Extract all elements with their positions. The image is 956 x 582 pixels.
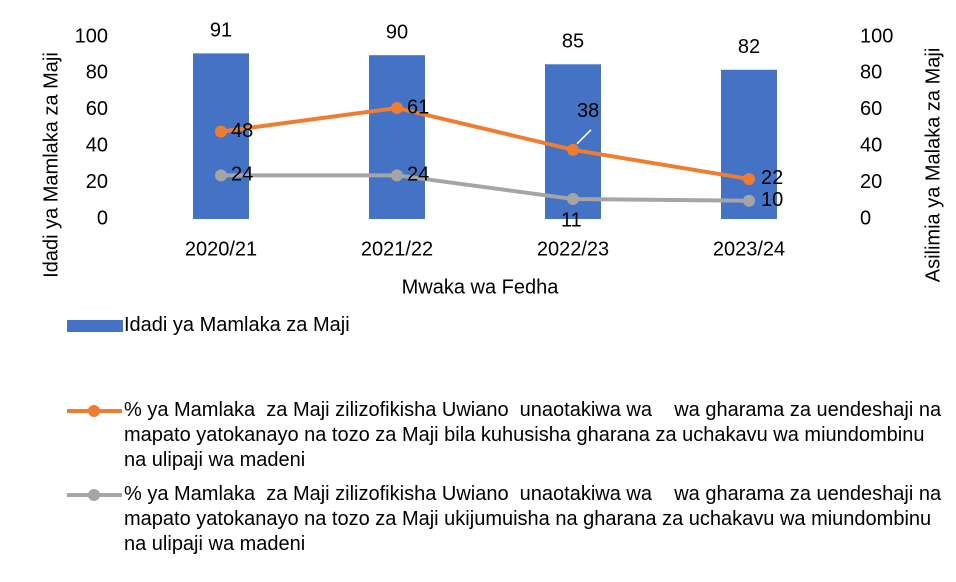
y-axis-title: Idadi ya Mamlaka za Maji <box>40 52 62 278</box>
line <box>221 173 750 203</box>
y-tick-label: 20 <box>86 171 108 193</box>
line-value-label: 24 <box>231 164 253 186</box>
legend-label: % ya Mamlaka za Maji zilizofikisha Uwian… <box>124 399 947 471</box>
line <box>220 105 750 181</box>
y-tick-label: 40 <box>86 134 108 156</box>
y2-tick-label: 60 <box>860 98 882 120</box>
x-axis-title: Mwaka wa Fedha <box>402 276 560 298</box>
line-value-label: 38 <box>577 100 599 122</box>
legend-label: % ya Mamlaka za Maji zilizofikisha Uwian… <box>124 483 947 555</box>
line-value-label: 24 <box>407 164 429 186</box>
line-marker <box>743 172 755 185</box>
line-value-label: 22 <box>761 167 783 189</box>
line-marker <box>391 101 403 114</box>
y2-tick-label: 20 <box>860 171 882 193</box>
line-value-label: 11 <box>561 209 582 231</box>
line-marker <box>567 143 579 156</box>
legend-label: Idadi ya Mamlaka za Maji <box>124 314 350 336</box>
y2-tick-label: 100 <box>860 25 893 47</box>
y2-axis-title: Asilimia ya Malaka za Maji <box>922 48 944 283</box>
x-tick-label: 2022/23 <box>537 238 609 260</box>
legend-swatch <box>67 320 123 332</box>
line-value-label: 48 <box>231 120 253 142</box>
bar-value-label: 91 <box>210 20 232 42</box>
line-value-label: 61 <box>407 96 429 118</box>
bar-value-label: 82 <box>738 36 760 58</box>
line-marker <box>215 125 227 138</box>
bar <box>721 69 777 219</box>
y-tick-label: 60 <box>86 98 108 120</box>
line-marker <box>567 192 579 205</box>
y-tick-label: 100 <box>75 25 108 47</box>
bar-value-label: 90 <box>386 21 408 43</box>
line-marker <box>215 169 227 182</box>
line-marker <box>391 169 403 182</box>
line-marker <box>743 194 755 207</box>
y2-tick-label: 80 <box>860 62 882 84</box>
y-tick-label: 80 <box>86 62 108 84</box>
y-tick-label: 0 <box>97 207 108 229</box>
x-tick-label: 2021/22 <box>361 238 433 260</box>
bar-value-label: 85 <box>562 31 584 53</box>
legend-marker <box>88 489 100 501</box>
line-value-label: 10 <box>761 189 783 211</box>
leader-line <box>576 129 592 145</box>
legend-marker <box>88 405 100 417</box>
y2-tick-label: 0 <box>860 207 871 229</box>
x-tick-label: 2020/21 <box>185 238 257 260</box>
y2-tick-label: 40 <box>860 134 882 156</box>
bar <box>369 55 425 220</box>
x-tick-label: 2023/24 <box>713 238 785 260</box>
